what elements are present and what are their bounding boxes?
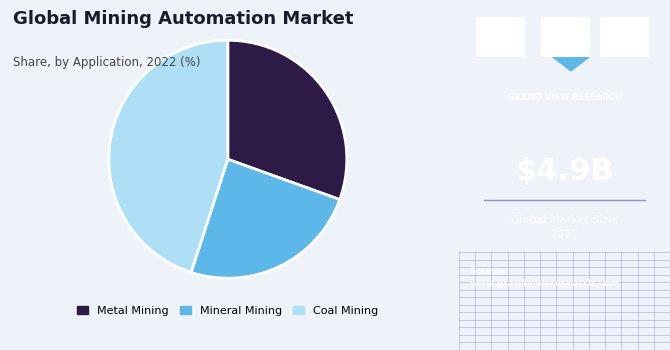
Polygon shape <box>551 57 590 72</box>
FancyBboxPatch shape <box>541 17 590 57</box>
Text: $4.9B: $4.9B <box>515 157 614 186</box>
Text: Global Market Size,
2022: Global Market Size, 2022 <box>511 216 618 239</box>
Legend: Metal Mining, Mineral Mining, Coal Mining: Metal Mining, Mineral Mining, Coal Minin… <box>73 301 383 320</box>
Text: Share, by Application, 2022 (%): Share, by Application, 2022 (%) <box>13 56 201 69</box>
Wedge shape <box>191 159 340 278</box>
FancyBboxPatch shape <box>600 17 649 57</box>
Text: Source:
www.grandviewresearch.com: Source: www.grandviewresearch.com <box>470 267 620 288</box>
Wedge shape <box>228 40 347 200</box>
Text: Global Mining Automation Market: Global Mining Automation Market <box>13 10 354 28</box>
Text: GRAND VIEW RESEARCH: GRAND VIEW RESEARCH <box>508 93 621 103</box>
FancyBboxPatch shape <box>476 17 525 57</box>
Wedge shape <box>109 40 228 272</box>
